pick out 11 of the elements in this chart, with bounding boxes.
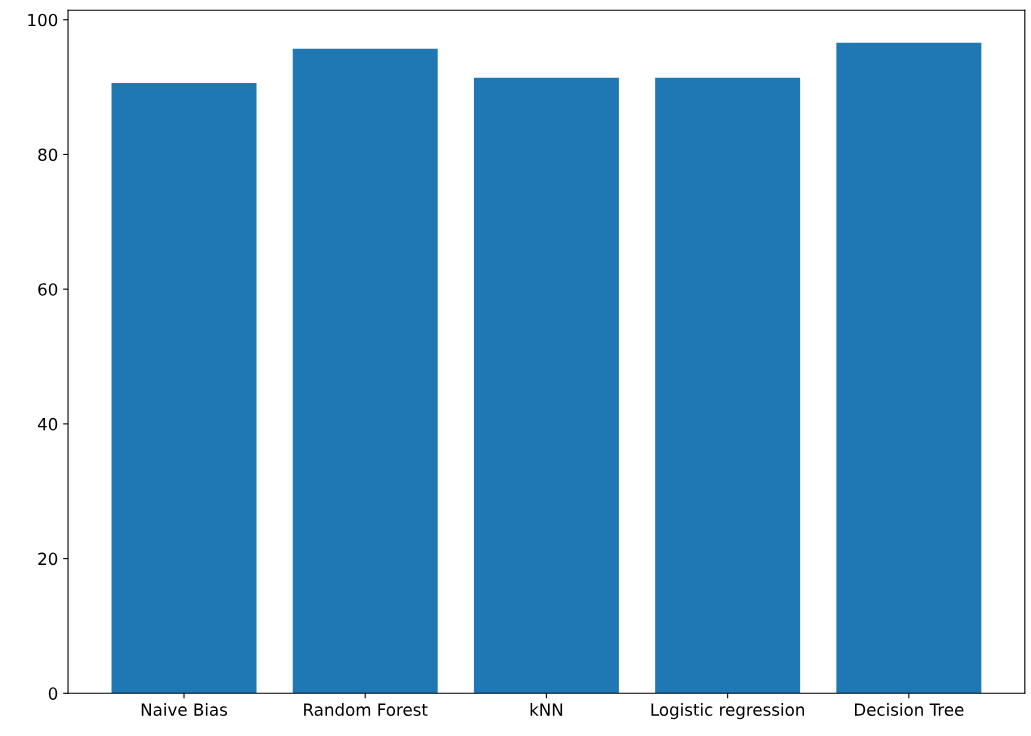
x-tick-label: Naive Bias bbox=[141, 703, 228, 716]
y-tick-label: 0 bbox=[48, 687, 58, 700]
x-tick-label: Random Forest bbox=[304, 703, 428, 716]
y-tick-label: 100 bbox=[28, 13, 58, 27]
y-tick-label: 40 bbox=[37, 417, 58, 431]
y-tick-label: 60 bbox=[38, 283, 58, 296]
y-tick-label: 80 bbox=[38, 148, 58, 162]
x-tick-label: Logistic regression bbox=[651, 703, 804, 720]
x-tick-label: Decision Tree bbox=[855, 703, 964, 716]
y-tick-label: 20 bbox=[38, 552, 58, 566]
x-tick-label: kNN bbox=[530, 703, 563, 716]
